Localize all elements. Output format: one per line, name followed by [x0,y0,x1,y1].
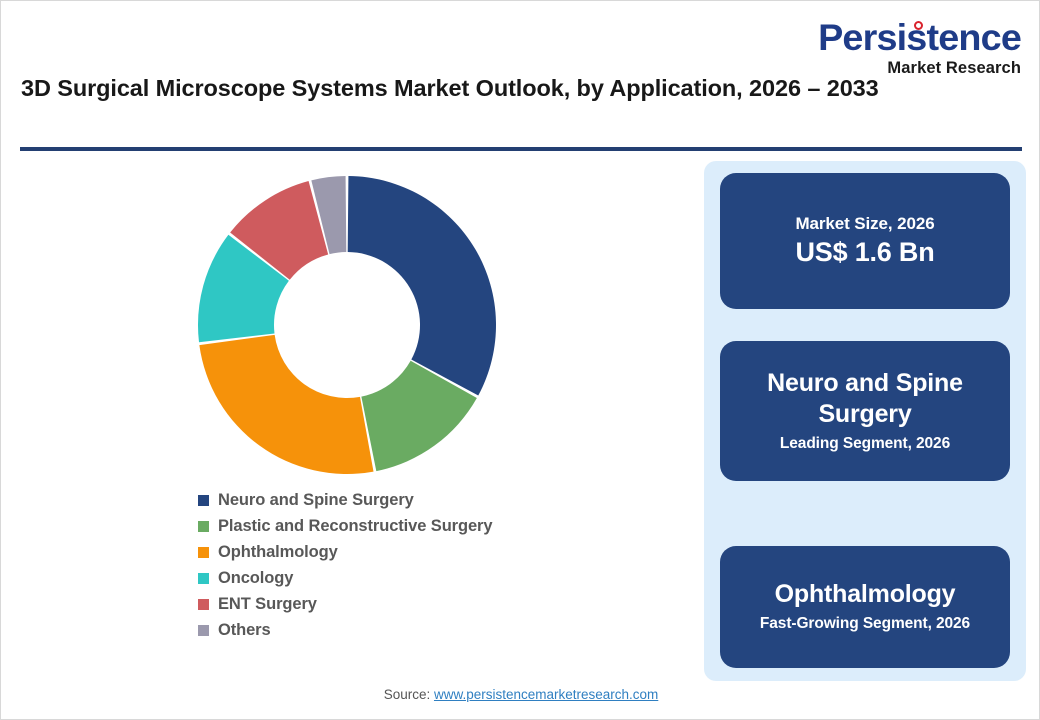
donut-slice [347,176,496,396]
brand-logo-dot-icon [914,21,923,30]
market-size-label: Market Size, 2026 [795,213,935,233]
legend-item-label: Others [218,620,271,639]
donut-slice [361,360,477,472]
donut-slice [230,181,329,280]
donut-slice [198,234,289,343]
market-size-card: Market Size, 2026 US$ 1.6 Bn [720,173,1010,309]
donut-slice-group [198,176,496,474]
source-prefix: Source: [383,687,434,702]
leading-segment-card: Neuro and Spine Surgery Leading Segment,… [720,341,1010,481]
donut-chart-svg [198,176,496,474]
legend-item: Others [198,617,492,643]
brand-logo: Persistence Market Research [803,19,1022,77]
source-link[interactable]: www.persistencemarketresearch.com [433,687,659,702]
market-size-value: US$ 1.6 Bn [795,236,935,267]
legend-swatch-icon [198,546,209,558]
legend-swatch-icon [198,494,209,506]
summary-panel: Market Size, 2026 US$ 1.6 Bn Neuro and S… [704,161,1026,681]
page-title: 3D Surgical Microscope Systems Market Ou… [21,75,879,101]
fast-growing-segment-caption: Fast-Growing Segment, 2026 [759,615,971,633]
legend-swatch-icon [198,520,209,532]
fast-growing-segment-name: Ophthalmology [774,580,956,609]
donut-slice [311,176,347,255]
legend-item: Ophthalmology [198,539,492,565]
legend-item: Plastic and Reconstructive Surgery [198,513,493,539]
chart-legend: Neuro and Spine Surgery Plastic and Recon… [198,487,493,643]
brand-logo-wordmark: Persistence [818,17,1022,58]
legend-item-label: Plastic and Reconstructive Surgery [218,516,493,535]
legend-item-label: Neuro and Spine Surgery [218,490,414,509]
brand-logo-tagline: Market Research [887,59,1021,77]
legend-swatch-icon [198,598,209,610]
title-divider [20,147,1022,151]
legend-item: Oncology [198,565,492,591]
leading-segment-name: Neuro and Spine Surgery [767,368,963,428]
legend-item: Neuro and Spine Surgery [198,487,492,513]
donut-slice [199,334,374,474]
source-line: Source: www.persistencemarketresearch.co… [1,687,1039,702]
leading-segment-caption: Leading Segment, 2026 [779,434,951,452]
legend-swatch-icon [198,624,209,636]
legend-item-label: ENT Surgery [218,594,317,613]
legend-swatch-icon [198,572,209,584]
donut-chart [187,165,507,485]
legend-item: ENT Surgery [198,591,492,617]
legend-item-label: Ophthalmology [218,542,338,561]
fast-growing-segment-card: Ophthalmology Fast-Growing Segment, 2026 [720,546,1010,668]
legend-item-label: Oncology [218,568,294,587]
